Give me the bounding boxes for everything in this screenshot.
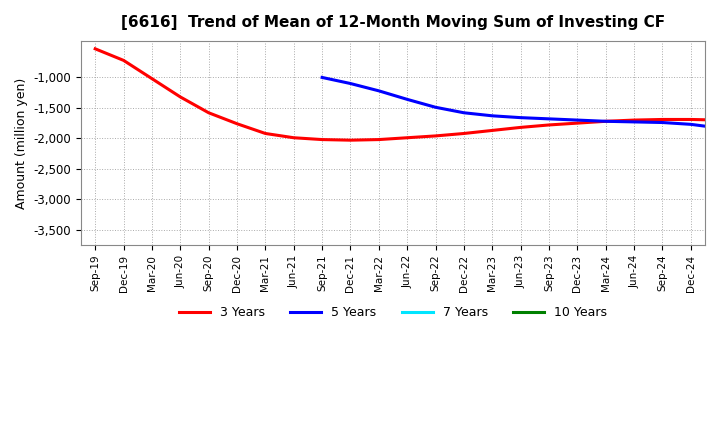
Title: [6616]  Trend of Mean of 12-Month Moving Sum of Investing CF: [6616] Trend of Mean of 12-Month Moving … — [121, 15, 665, 30]
Y-axis label: Amount (million yen): Amount (million yen) — [15, 77, 28, 209]
Legend: 3 Years, 5 Years, 7 Years, 10 Years: 3 Years, 5 Years, 7 Years, 10 Years — [174, 301, 612, 324]
